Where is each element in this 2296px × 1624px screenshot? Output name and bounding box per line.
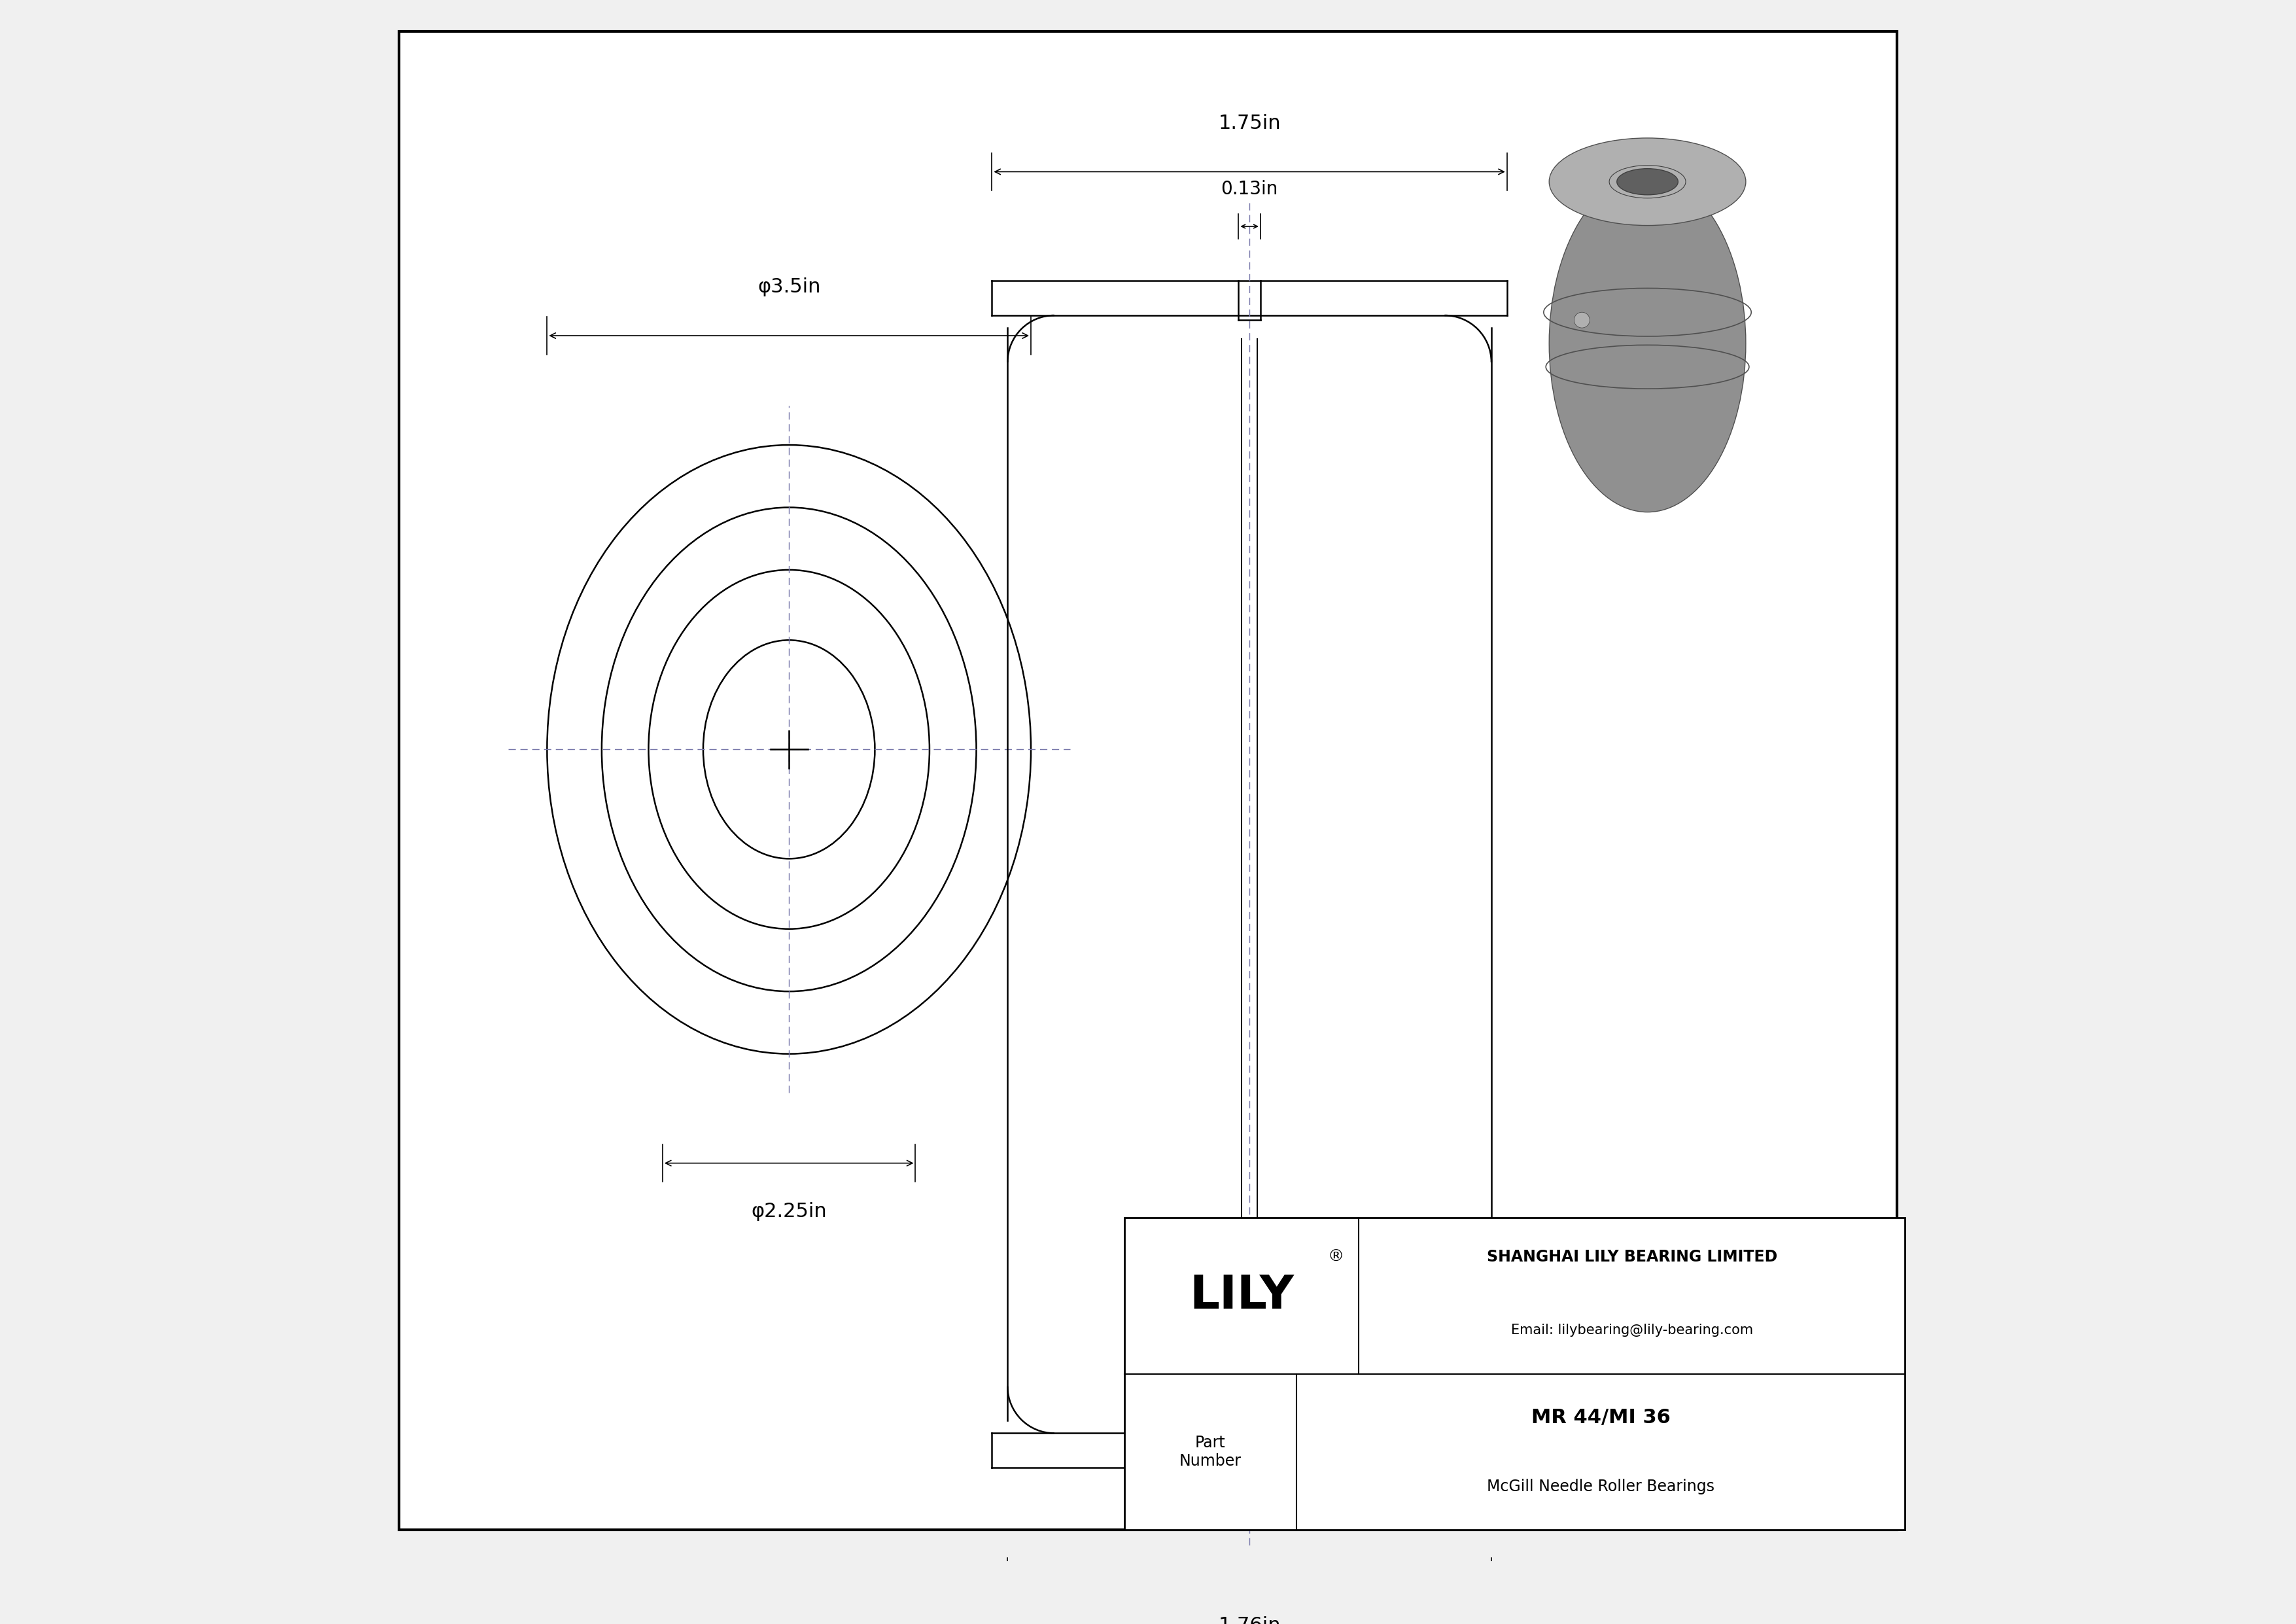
Ellipse shape: [1550, 138, 1745, 226]
Text: ®: ®: [1327, 1249, 1343, 1265]
Text: φ2.25in: φ2.25in: [751, 1202, 827, 1221]
Ellipse shape: [1550, 175, 1745, 512]
Text: 1.76in: 1.76in: [1219, 1616, 1281, 1624]
Text: Part
Number: Part Number: [1180, 1436, 1242, 1470]
Text: 1.75in: 1.75in: [1219, 114, 1281, 133]
Text: 0.13in: 0.13in: [1221, 180, 1279, 198]
Text: McGill Needle Roller Bearings: McGill Needle Roller Bearings: [1488, 1478, 1715, 1494]
Ellipse shape: [1616, 169, 1678, 195]
Text: LILY: LILY: [1189, 1273, 1295, 1319]
Text: φ3.5in: φ3.5in: [758, 278, 820, 297]
Text: MR 44/MI 36: MR 44/MI 36: [1531, 1408, 1669, 1427]
Text: Email: lilybearing@lily-bearing.com: Email: lilybearing@lily-bearing.com: [1511, 1324, 1752, 1337]
Text: SHANGHAI LILY BEARING LIMITED: SHANGHAI LILY BEARING LIMITED: [1486, 1249, 1777, 1265]
Bar: [1125, 1218, 1906, 1530]
Circle shape: [1575, 312, 1589, 328]
